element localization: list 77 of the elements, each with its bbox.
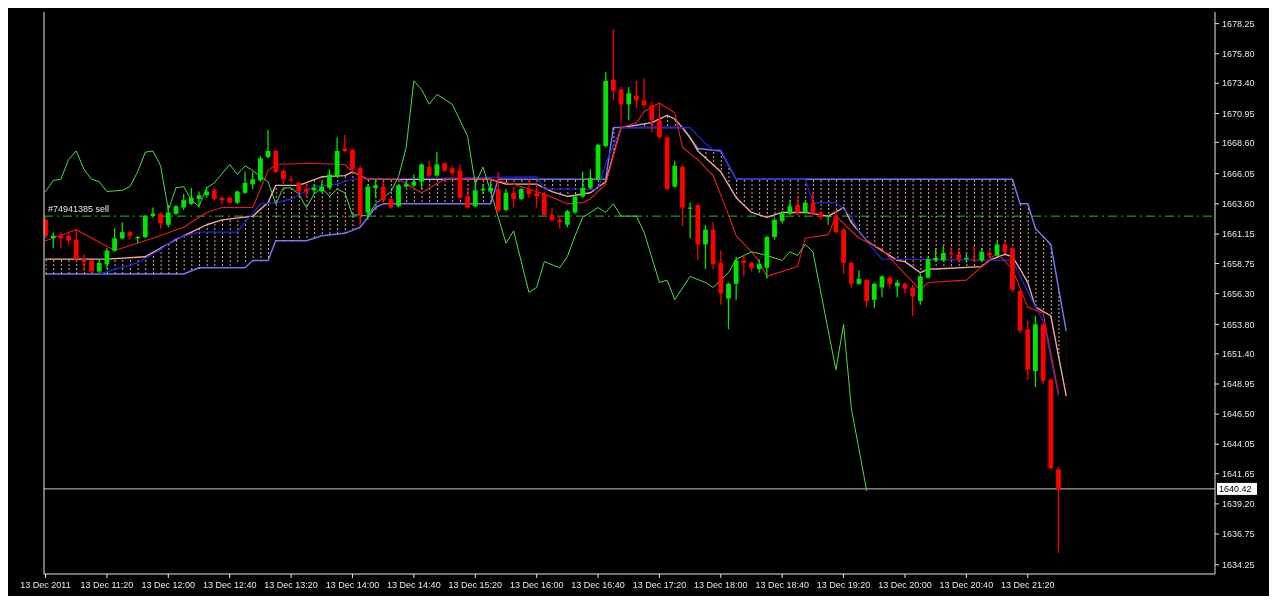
candlestick [81, 253, 87, 273]
y-tick-label: 1663.60 [1222, 198, 1255, 209]
candlestick [419, 162, 424, 190]
y-tick-label: 1678.25 [1222, 18, 1255, 29]
candlestick [726, 281, 731, 330]
candlestick [772, 216, 777, 241]
candlestick [73, 227, 79, 262]
y-tick-label: 1670.95 [1222, 108, 1255, 119]
y-tick-label: 1639.20 [1222, 499, 1255, 510]
x-tick-label: 13 Dec 17:20 [632, 580, 687, 590]
y-tick-label: 1673.40 [1222, 78, 1255, 89]
candlestick [848, 260, 854, 289]
x-tick-label: 13 Dec 15:20 [448, 580, 503, 590]
x-tick-label: 13 Dec 12:40 [202, 580, 257, 590]
y-tick-label: 1668.60 [1222, 137, 1255, 148]
candlestick [373, 178, 378, 199]
y-tick-label: 1641.65 [1222, 468, 1255, 479]
x-tick-label: 13 Dec 16:00 [509, 580, 564, 590]
ref-line-label: 1640.42 [1219, 484, 1252, 495]
x-tick-label: 13 Dec 11:20 [80, 580, 134, 590]
candlestick [142, 214, 148, 239]
candlestick [396, 183, 401, 209]
y-tick-label: 1644.05 [1222, 439, 1255, 450]
y-tick-label: 1675.80 [1222, 48, 1255, 59]
candlestick [795, 195, 800, 216]
ref-line-label: #74941385 sell [48, 204, 110, 215]
candlestick [165, 204, 171, 228]
candlestick [273, 149, 279, 174]
candlestick [871, 281, 877, 310]
candlestick [703, 224, 708, 270]
candlestick [672, 160, 678, 189]
x-tick-label: 13 Dec 16:40 [571, 580, 625, 590]
candlestick [511, 185, 517, 209]
candlestick [611, 28, 616, 102]
candlestick [634, 80, 639, 109]
candlestick [580, 171, 586, 199]
candlestick [380, 181, 386, 203]
x-tick-label: 13 Dec 21:20 [1000, 580, 1055, 590]
x-tick-label: 13 Dec 14:00 [325, 580, 380, 590]
y-tick-label: 1653.80 [1222, 319, 1255, 330]
line-series [45, 80, 868, 491]
y-tick-label: 1646.50 [1222, 409, 1255, 420]
candlestick [649, 101, 655, 134]
x-tick-label: 13 Dec 13:20 [264, 580, 318, 590]
candlestick [733, 256, 739, 301]
candlestick [465, 188, 470, 210]
x-tick-label: 13 Dec 18:00 [694, 580, 748, 590]
candlestick [864, 278, 869, 308]
y-tick-label: 1634.25 [1222, 559, 1255, 570]
y-tick-label: 1656.30 [1222, 288, 1255, 299]
candlestick [434, 151, 440, 178]
x-tick-label: 13 Dec 12:00 [141, 580, 196, 590]
y-tick-label: 1636.75 [1222, 529, 1255, 540]
candlestick [327, 168, 332, 189]
candlestick [112, 227, 117, 253]
x-tick-label: 13 Dec 18:40 [755, 580, 809, 590]
x-tick-label: 13 Dec 20:40 [939, 580, 994, 590]
x-tick-label: 13 Dec 19:20 [816, 580, 871, 590]
y-tick-label: 1658.75 [1222, 258, 1255, 269]
candlestick [910, 284, 916, 317]
candlestick [741, 254, 747, 278]
candlestick [541, 190, 547, 217]
candlestick [626, 86, 632, 121]
x-tick-label: 13 Dec 14:40 [387, 580, 441, 590]
y-tick-label: 1648.95 [1222, 379, 1255, 390]
y-tick-label: 1666.05 [1222, 168, 1255, 179]
candlestick [1056, 466, 1061, 554]
x-tick-label: 13 Dec 2011 [20, 580, 71, 590]
candlestick [495, 171, 501, 214]
y-tick-label: 1651.40 [1222, 349, 1255, 360]
y-tick-label: 1661.15 [1222, 229, 1255, 240]
candlestick [258, 155, 263, 183]
candlestick [472, 183, 478, 209]
x-tick-label: 13 Dec 20:00 [878, 580, 932, 590]
candlestick [657, 102, 662, 140]
candlestick [587, 168, 593, 190]
candlestick [350, 147, 355, 172]
